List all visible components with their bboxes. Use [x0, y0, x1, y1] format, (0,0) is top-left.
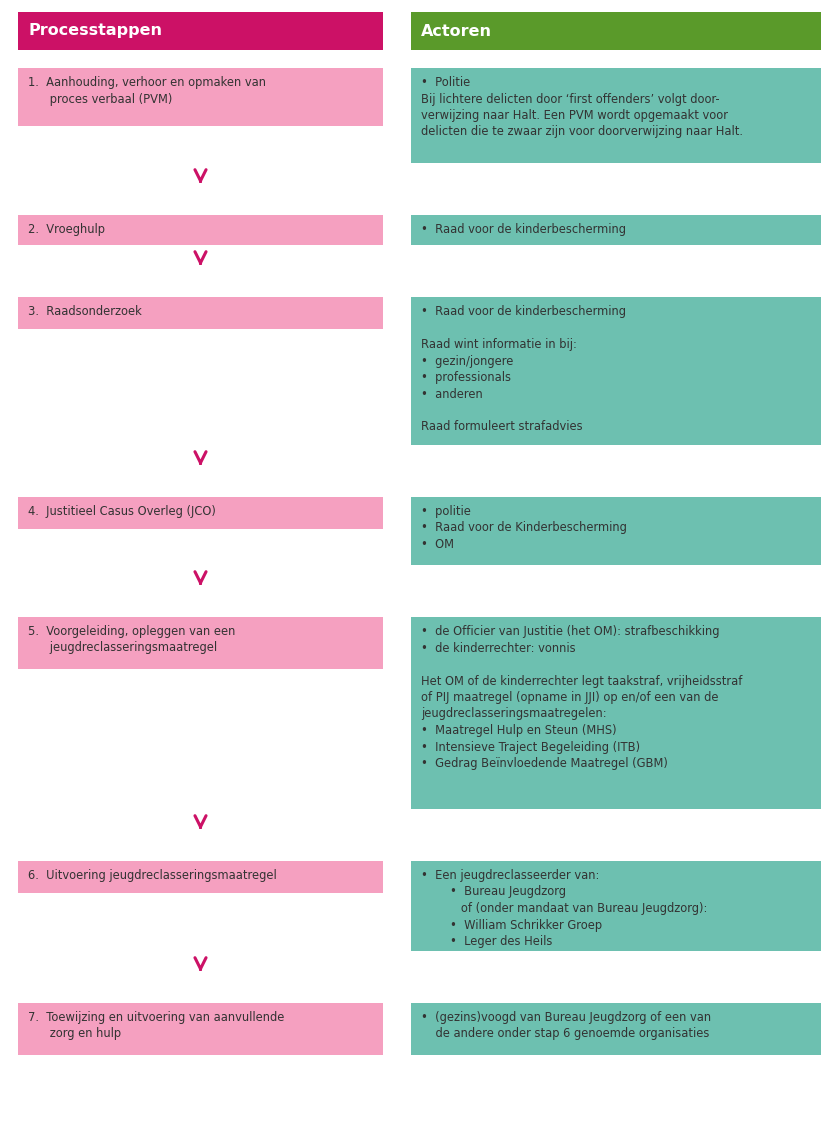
Text: •  Raad voor de kinderbescherming: • Raad voor de kinderbescherming: [421, 223, 626, 236]
Bar: [411, 296, 821, 445]
Text: •  Een jeugdreclasseerder van:
        •  Bureau Jeugdzorg
           of (onder : • Een jeugdreclasseerder van: • Bureau J…: [421, 869, 707, 948]
Text: 4.  Justitieel Casus Overleg (JCO): 4. Justitieel Casus Overleg (JCO): [28, 505, 216, 518]
Bar: [411, 12, 821, 51]
Bar: [411, 1003, 821, 1054]
Bar: [411, 214, 821, 245]
Bar: [18, 12, 383, 51]
Text: Processtappen: Processtappen: [28, 24, 162, 38]
Text: •  Raad voor de kinderbescherming

Raad wint informatie in bij:
•  gezin/jongere: • Raad voor de kinderbescherming Raad wi…: [421, 305, 626, 433]
Text: Actoren: Actoren: [421, 24, 492, 38]
Text: 5.  Voorgeleiding, opleggen van een
      jeugdreclasseringsmaatregel: 5. Voorgeleiding, opleggen van een jeugd…: [28, 626, 236, 655]
Text: 6.  Uitvoering jeugdreclasseringsmaatregel: 6. Uitvoering jeugdreclasseringsmaatrege…: [28, 869, 277, 882]
Bar: [18, 296, 383, 329]
Text: 2.  Vroeghulp: 2. Vroeghulp: [28, 223, 105, 236]
Bar: [18, 861, 383, 893]
Bar: [18, 497, 383, 529]
Bar: [411, 617, 821, 809]
Bar: [411, 497, 821, 565]
Bar: [18, 617, 383, 669]
Text: •  de Officier van Justitie (het OM): strafbeschikking
•  de kinderrechter: vonn: • de Officier van Justitie (het OM): str…: [421, 626, 743, 770]
Bar: [411, 861, 821, 951]
Text: 1.  Aanhouding, verhoor en opmaken van
      proces verbaal (PVM): 1. Aanhouding, verhoor en opmaken van pr…: [28, 76, 266, 106]
Text: •  Politie
Bij lichtere delicten door ‘first offenders’ volgt door-
verwijzing n: • Politie Bij lichtere delicten door ‘fi…: [421, 76, 743, 138]
Text: 3.  Raadsonderzoek: 3. Raadsonderzoek: [28, 305, 142, 318]
Text: •  (gezins)voogd van Bureau Jeugdzorg of een van
    de andere onder stap 6 geno: • (gezins)voogd van Bureau Jeugdzorg of …: [421, 1011, 711, 1041]
Text: •  politie
•  Raad voor de Kinderbescherming
•  OM: • politie • Raad voor de Kinderbeschermi…: [421, 505, 627, 551]
Text: 7.  Toewijzing en uitvoering van aanvullende
      zorg en hulp: 7. Toewijzing en uitvoering van aanvulle…: [28, 1011, 284, 1041]
Bar: [18, 69, 383, 126]
Bar: [18, 214, 383, 245]
Bar: [411, 69, 821, 163]
Bar: [18, 1003, 383, 1054]
